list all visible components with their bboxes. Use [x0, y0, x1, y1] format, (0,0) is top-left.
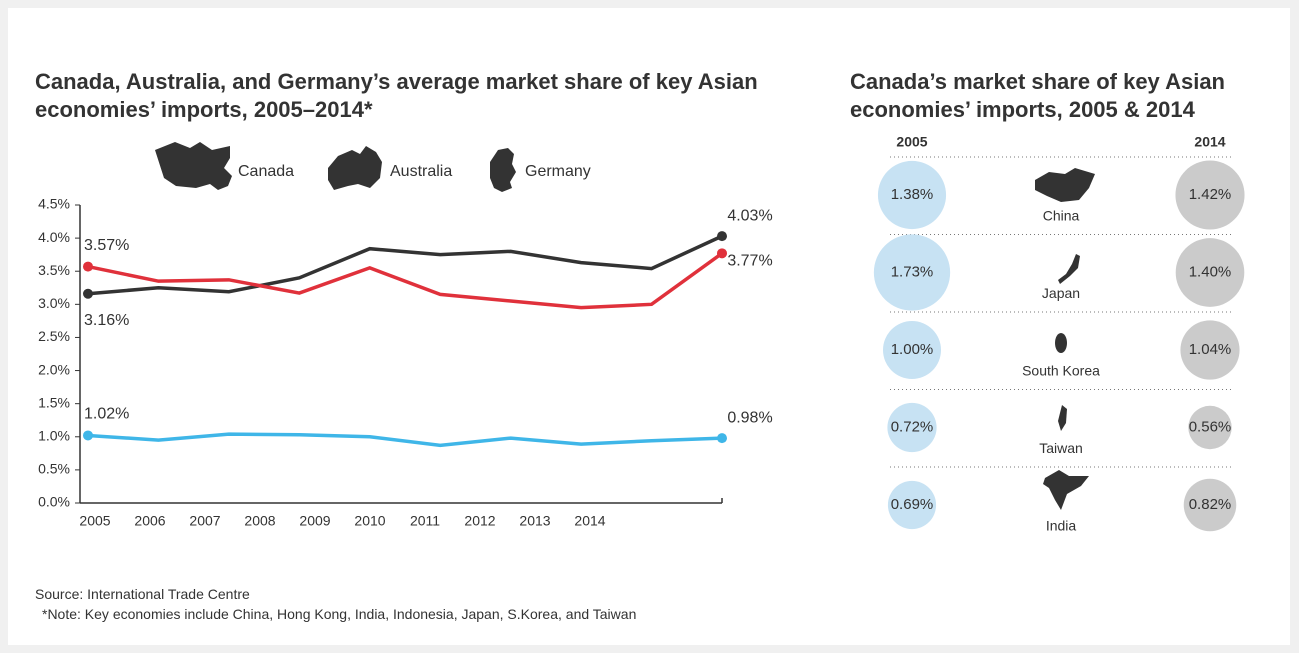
- point: [83, 288, 93, 299]
- y-tick-label: 1.5%: [38, 394, 70, 410]
- data-label: 1.38%: [891, 186, 934, 203]
- x-tick-label: 2010: [354, 513, 385, 529]
- data-label: 0.72%: [891, 418, 934, 435]
- bubble: [877, 160, 947, 230]
- line: [87, 234, 723, 296]
- y-tick-label: 0.5%: [38, 461, 70, 477]
- point: [717, 433, 727, 444]
- y-tick-label: 2.0%: [38, 361, 70, 377]
- taiwan-icon: [1058, 405, 1067, 431]
- canada-icon: [155, 142, 232, 190]
- data-label: 3.57%: [84, 237, 129, 254]
- bubble: [1180, 320, 1240, 380]
- x-tick-label: 2008: [244, 513, 275, 529]
- x-tick-label: 2007: [189, 513, 220, 529]
- germany-icon: [490, 148, 516, 192]
- bubble: [887, 402, 937, 453]
- column-header: 2005: [896, 134, 927, 150]
- india-icon: [1043, 470, 1089, 510]
- x-tick-label: 2005: [79, 513, 110, 529]
- column-header: 2014: [1194, 134, 1225, 150]
- y-tick-label: 3.5%: [38, 262, 70, 278]
- note: *Note: Key economies include China, Hong…: [42, 606, 637, 622]
- category-label: Taiwan: [1039, 440, 1083, 456]
- y-tick-label: 4.5%: [38, 196, 70, 212]
- data-label: 1.02%: [84, 406, 129, 423]
- china-icon: [1035, 168, 1095, 202]
- x-tick-label: 2009: [299, 513, 330, 529]
- y-tick-label: 1.0%: [38, 427, 70, 443]
- y-tick-label: 3.0%: [38, 295, 70, 311]
- point: [83, 430, 93, 441]
- bubble: [1175, 238, 1245, 307]
- y-tick-label: 0.0%: [38, 494, 70, 510]
- category-label: Japan: [1042, 285, 1080, 301]
- legend-label: Germany: [525, 163, 591, 180]
- data-label: 0.82%: [1189, 496, 1232, 513]
- data-label: 1.04%: [1189, 341, 1232, 358]
- bubble: [1175, 160, 1245, 230]
- legend-label: Canada: [238, 163, 294, 180]
- point: [717, 231, 727, 242]
- panel: [8, 8, 1290, 645]
- bubble: [887, 480, 937, 530]
- y-tick-label: 4.0%: [38, 229, 70, 245]
- bubble: [883, 321, 941, 379]
- data-label: 1.73%: [891, 263, 934, 280]
- category-label: South Korea: [1022, 363, 1100, 379]
- data-label: 4.03%: [727, 207, 772, 224]
- x-tick-label: 2011: [410, 513, 440, 529]
- data-label: 1.40%: [1189, 263, 1232, 280]
- x-tick-label: 2006: [134, 513, 165, 529]
- japan-icon: [1058, 254, 1080, 284]
- australia-icon: [328, 146, 382, 190]
- line: [87, 432, 723, 448]
- y-tick-label: 2.5%: [38, 328, 70, 344]
- data-label: 3.16%: [84, 312, 129, 329]
- bubble: [1188, 405, 1232, 450]
- x-tick-label: 2014: [574, 513, 605, 529]
- data-label: 3.77%: [727, 253, 772, 270]
- chart-title: Canada, Australia, and Germany’s average…: [35, 69, 758, 122]
- point: [83, 261, 93, 272]
- line: [87, 251, 724, 310]
- data-label: 1.42%: [1189, 186, 1232, 203]
- data-label: 0.98%: [727, 409, 772, 426]
- data-label: 1.00%: [891, 341, 934, 358]
- bubble: [1183, 478, 1237, 532]
- data-label: 0.56%: [1189, 418, 1232, 435]
- category-label: India: [1046, 518, 1077, 534]
- x-tick-label: 2012: [464, 513, 495, 529]
- category-label: China: [1043, 208, 1080, 224]
- bubble: [873, 234, 951, 311]
- point: [717, 248, 727, 259]
- data-label: 0.69%: [891, 496, 934, 513]
- chart-title: Canada’s market share of key Asian econo…: [850, 69, 1225, 122]
- x-tick-label: 2013: [519, 513, 550, 529]
- source: Source: International Trade Centre: [35, 586, 250, 602]
- legend-label: Australia: [390, 163, 452, 180]
- korea-icon: [1055, 333, 1067, 353]
